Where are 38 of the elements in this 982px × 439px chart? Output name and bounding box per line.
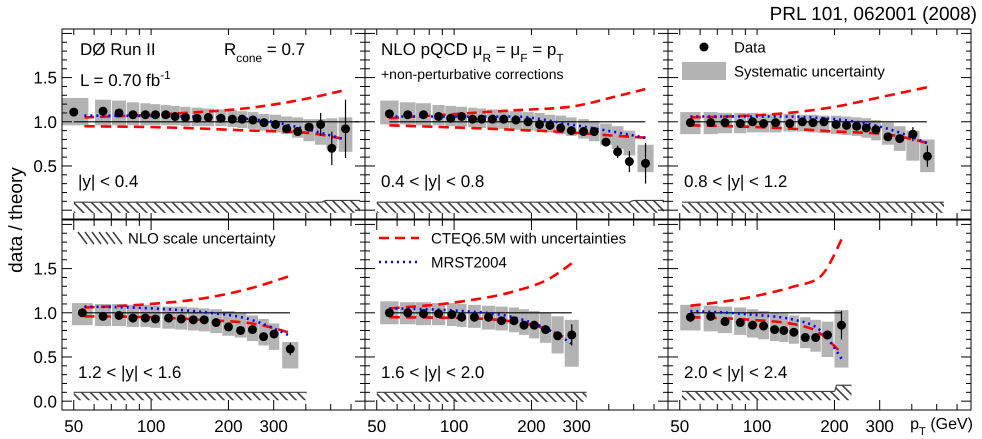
annotation: 2.0 < |y| < 2.4 (684, 363, 788, 382)
annotation: 1.2 < |y| < 1.6 (78, 363, 182, 382)
annotation: DØ Run II (80, 40, 156, 59)
legend-label: CTEQ6.5M with uncertainties (431, 230, 626, 248)
legend-label: Data (734, 39, 766, 56)
y-tick-label: 0.0 (33, 392, 57, 412)
y-tick-label: 1.5 (33, 68, 57, 88)
y-tick-label: 1.0 (33, 112, 57, 132)
annotation: |y| < 0.4 (78, 172, 138, 191)
x-tick-label: 100 (136, 417, 166, 436)
annotation: 1.6 < |y| < 2.0 (381, 363, 484, 382)
y-tick-label: 0.5 (33, 157, 57, 176)
x-tick-label: 50 (367, 417, 386, 436)
x-tick-label: 200 (214, 417, 243, 436)
x-tick-label: 300 (260, 417, 288, 436)
annotation: +non-perturbative corrections (381, 66, 564, 82)
y-axis-title: data / theory (6, 166, 27, 273)
x-tick-label: 100 (742, 417, 772, 436)
annotation: NLO pQCD μ$_{R}$ = μ$_{F}$ = p$_{T}$ (381, 40, 564, 65)
x-tick-label: 200 (517, 417, 546, 436)
annotation: L = 0.70 fb$^{-1}$ (80, 68, 172, 90)
x-axis-title: p$_{T}$ (GeV) (910, 416, 973, 438)
annotation: R$_{cone}$ = 0.7 (224, 40, 306, 65)
y-tick-label: 0.5 (33, 348, 57, 368)
x-tick-label: 100 (440, 417, 468, 436)
x-tick-label: 300 (562, 417, 591, 436)
y-tick-label: 1.0 (33, 304, 57, 323)
x-tick-label: 50 (64, 417, 84, 436)
x-tick-label: 50 (670, 417, 690, 436)
legend-label: NLO scale uncertainty (128, 230, 276, 248)
legend-label: Systematic uncertainty (734, 63, 886, 80)
legend-label: MRST2004 (431, 254, 507, 272)
x-tick-label: 300 (866, 417, 894, 436)
text: PRL 101, 062001 (2008) (770, 4, 977, 25)
annotation: 0.8 < |y| < 1.2 (684, 172, 788, 191)
annotation: 0.4 < |y| < 0.8 (381, 172, 484, 191)
x-tick-label: 200 (820, 417, 849, 436)
y-tick-label: 1.5 (33, 260, 57, 279)
